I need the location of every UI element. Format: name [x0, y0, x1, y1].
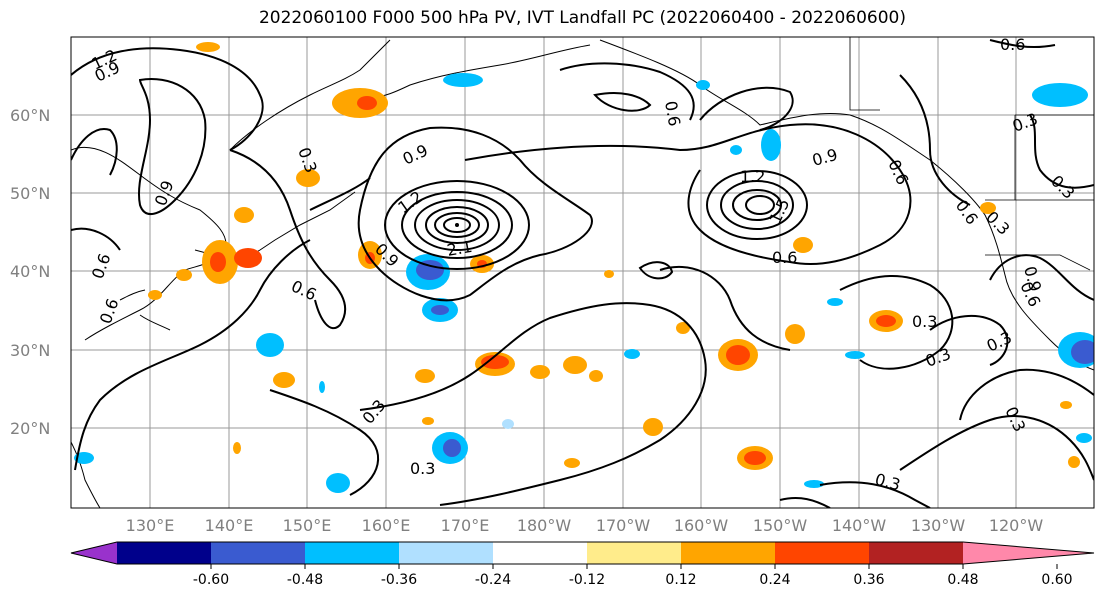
colorbar-tick-label: -0.12 [569, 572, 605, 588]
lon-label: 130°W [911, 516, 966, 535]
grid-lines [71, 37, 1094, 508]
lat-label: 40°N [10, 262, 50, 281]
colorbar-bin [493, 542, 588, 564]
lon-label: 130°E [126, 516, 175, 535]
lon-label: 160°E [362, 516, 411, 535]
lon-label: 140°W [832, 516, 887, 535]
colorbar-ticks: -0.60 -0.48 -0.36 -0.24 -0.12 0.12 0.24 0.36 0.4… [193, 564, 1073, 588]
lon-label: 160°W [674, 516, 729, 535]
contour-label: 0.3 [410, 459, 435, 478]
political-borders [849, 37, 1094, 271]
lat-label: 50°N [10, 184, 50, 203]
colorbar-arrow-high [963, 542, 1094, 564]
colorbar-tick-label: 0.60 [1041, 572, 1072, 588]
colorbar-tick-label: 0.12 [665, 572, 696, 588]
ivt-shading [74, 42, 1094, 493]
map-title: 2022060100 F000 500 hPa PV, IVT Landfall… [258, 8, 906, 28]
contour-label: 2.1 [445, 237, 473, 260]
contour-label: 0.3 [912, 312, 937, 331]
colorbar-bin [305, 542, 400, 564]
colorbar-tick-label: 0.24 [759, 572, 790, 588]
low-center-marker [455, 223, 459, 227]
colorbar-tick-label: -0.24 [475, 572, 511, 588]
colorbar-bin [399, 542, 494, 564]
lon-label: 180°W [517, 516, 572, 535]
colorbar-bin [681, 542, 776, 564]
colorbar-tick-label: 0.48 [947, 572, 978, 588]
longitude-labels: 130°E 140°E 150°E 160°E 170°E 180°W 170°… [126, 516, 1044, 535]
lon-label: 140°E [205, 516, 254, 535]
contour-label: 0.6 [661, 99, 684, 127]
colorbar: -0.60 -0.48 -0.36 -0.24 -0.12 0.12 0.24 0.36 0.4… [70, 541, 1095, 588]
lat-label: 20°N [10, 419, 50, 438]
colorbar-bin [117, 542, 212, 564]
lon-label: 170°E [441, 516, 490, 535]
colorbar-tick-label: 0.36 [853, 572, 884, 588]
colorbar-bin [211, 542, 306, 564]
colorbar-bin [587, 542, 682, 564]
colorbar-outline [70, 541, 1095, 565]
lat-label: 60°N [10, 106, 50, 125]
lon-label: 120°W [989, 516, 1044, 535]
colorbar-tick-label: -0.36 [381, 572, 417, 588]
pv-contours [71, 39, 1094, 508]
lat-label: 30°N [10, 341, 50, 360]
colorbar-bin [869, 542, 964, 564]
map-frame [70, 36, 1095, 509]
lon-label: 150°E [283, 516, 332, 535]
colorbar-arrow-low [71, 542, 117, 564]
colorbar-bin [775, 542, 870, 564]
lon-label: 170°W [596, 516, 651, 535]
contour-label: 0.6 [772, 248, 797, 267]
latitude-labels: 60°N 50°N 40°N 30°N 20°N [10, 106, 50, 438]
contour-label: 1.2 [740, 167, 765, 186]
colorbar-bins [117, 542, 964, 564]
colorbar-tick-label: -0.60 [193, 572, 229, 588]
colorbar-tick-label: -0.48 [287, 572, 323, 588]
lon-label: 150°W [753, 516, 808, 535]
contour-label: 0.6 [1000, 35, 1025, 54]
